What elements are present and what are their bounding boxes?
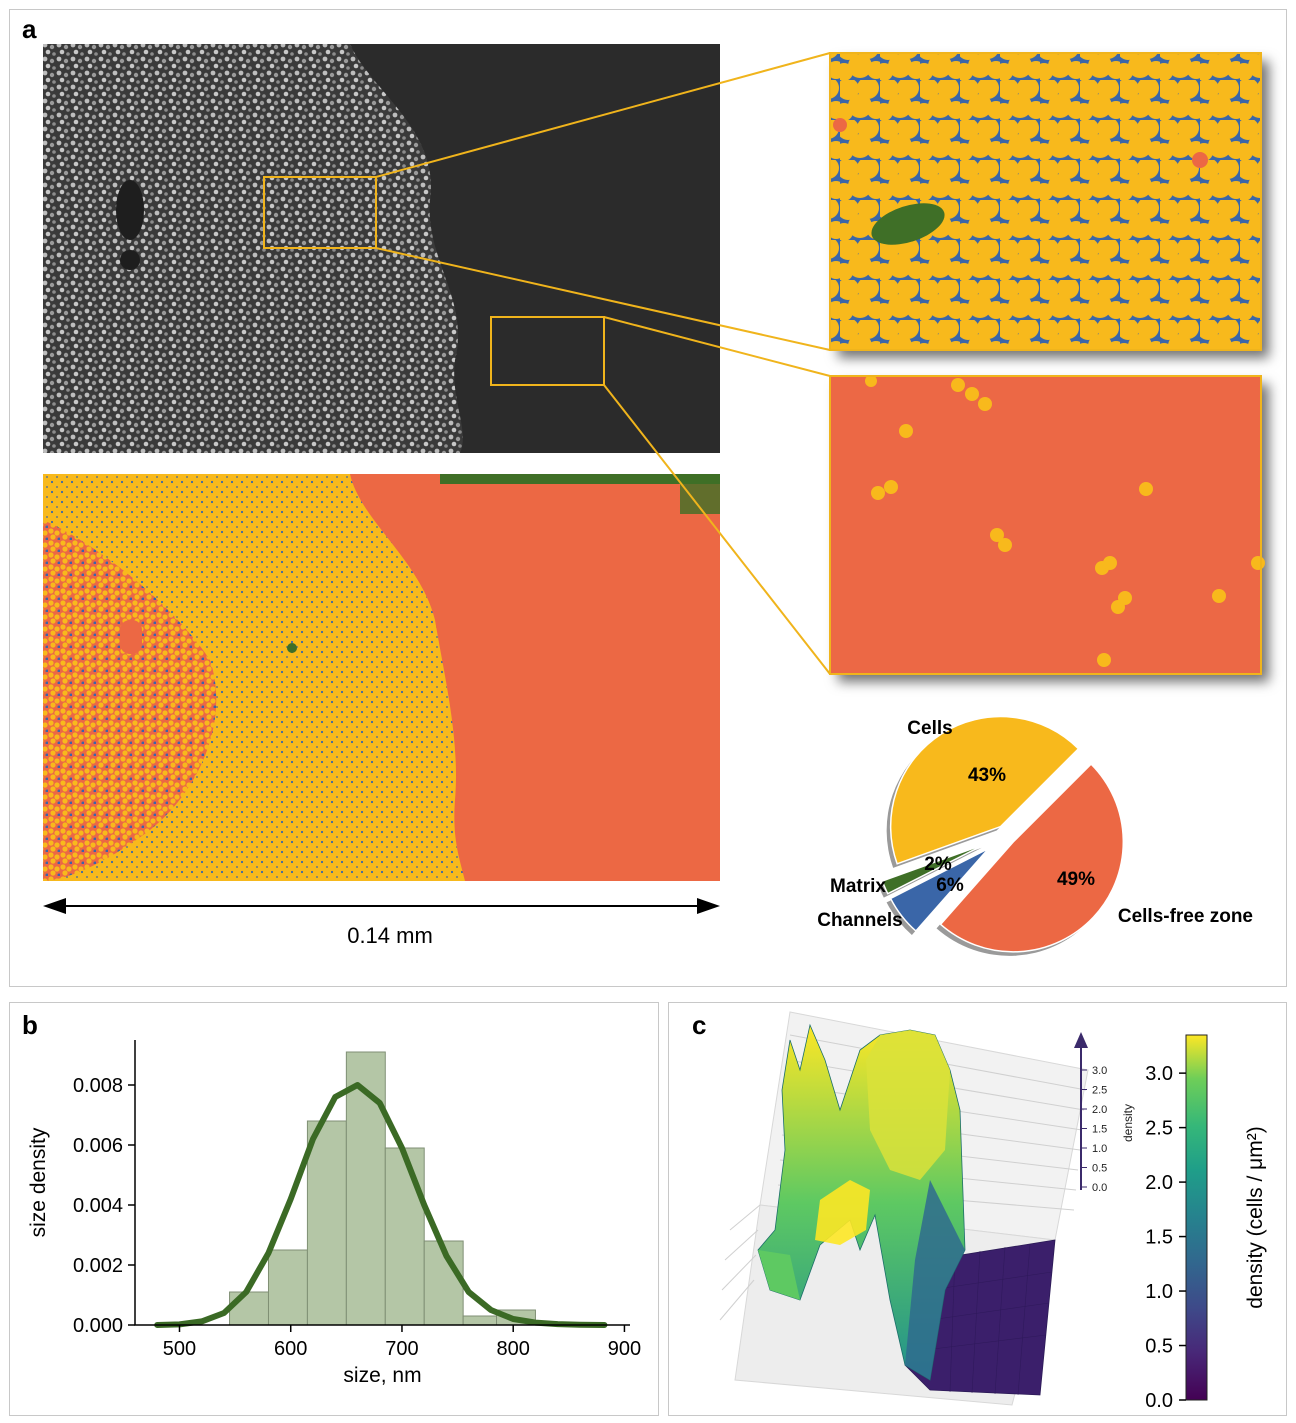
scale-bar-label: 0.14 mm <box>347 923 433 948</box>
x-tick-label: 900 <box>608 1338 641 1360</box>
x-axis-label: size, nm <box>343 1364 421 1387</box>
colorbar-tick-label: 3.0 <box>1145 1063 1173 1085</box>
colorbar-tick-label: 1.5 <box>1145 1227 1173 1249</box>
z-axis <box>1074 1032 1088 1190</box>
kde-curve <box>154 1082 608 1328</box>
histogram-bar <box>306 1120 347 1326</box>
pie-slice-matrix <box>881 843 987 895</box>
z-tick-label: 0.5 <box>1092 1163 1107 1175</box>
panel-a-label: a <box>22 14 37 44</box>
pie-slice-channels <box>889 847 990 933</box>
z-tick-label: 2.5 <box>1092 1085 1107 1097</box>
z-tick-label: 2.0 <box>1092 1104 1107 1116</box>
pie-value-matrix: 2% <box>924 854 952 875</box>
colorbar-tick-label: 0.5 <box>1145 1336 1173 1358</box>
z-tick-label: 1.0 <box>1092 1143 1107 1155</box>
colorbar-tick-label: 2.0 <box>1145 1172 1173 1194</box>
x-tick-label: 700 <box>385 1338 418 1360</box>
y-tick-label: 0.000 <box>73 1315 123 1337</box>
pie-label-cells-free-zone: Cells-free zone <box>1118 906 1253 927</box>
pie-label-cells: Cells <box>907 718 952 739</box>
sem-image <box>43 44 720 453</box>
z-axis-label: density <box>1121 1104 1135 1142</box>
y-axis-label: size density <box>27 1127 50 1237</box>
pie-slice-cells <box>889 715 1080 865</box>
zoom-inset-dense <box>830 53 1261 350</box>
scale-bar-arrow <box>43 898 720 914</box>
x-tick-label: 800 <box>497 1338 530 1360</box>
pie-value-cells-free-zone: 49% <box>1057 869 1095 890</box>
pie-value-channels: 6% <box>936 875 964 896</box>
pie-value-cells: 43% <box>968 765 1006 786</box>
z-tick-label: 3.0 <box>1092 1065 1107 1077</box>
z-tick-label: 0.0 <box>1092 1182 1107 1194</box>
histogram-bar <box>384 1147 425 1326</box>
x-tick-label: 500 <box>163 1338 196 1360</box>
density-surface <box>757 1023 1056 1396</box>
pie-label-matrix: Matrix <box>830 876 886 897</box>
y-tick-label: 0.002 <box>73 1255 123 1277</box>
colorbar-tick-label: 1.0 <box>1145 1281 1173 1303</box>
histogram-bar <box>345 1051 386 1326</box>
x-tick-label: 600 <box>274 1338 307 1360</box>
colorbar-tick-label: 2.5 <box>1145 1118 1173 1140</box>
zoom-connectors <box>375 52 831 675</box>
z-tick-label: 1.5 <box>1092 1124 1107 1136</box>
pie-slice-cells-free-zone <box>939 763 1125 953</box>
colorbar-label: density (cells / μm²) <box>1244 1126 1267 1308</box>
segmentation-map <box>43 474 720 881</box>
y-tick-label: 0.004 <box>73 1195 123 1217</box>
panel-b-label: b <box>22 1010 38 1040</box>
y-tick-label: 0.008 <box>73 1075 123 1097</box>
colorbar-tick-label: 0.0 <box>1145 1390 1173 1412</box>
y-tick-label: 0.006 <box>73 1135 123 1157</box>
colorbar <box>1185 1034 1208 1401</box>
pie-label-channels: Channels <box>817 910 903 931</box>
panel-c-label: c <box>692 1010 707 1040</box>
